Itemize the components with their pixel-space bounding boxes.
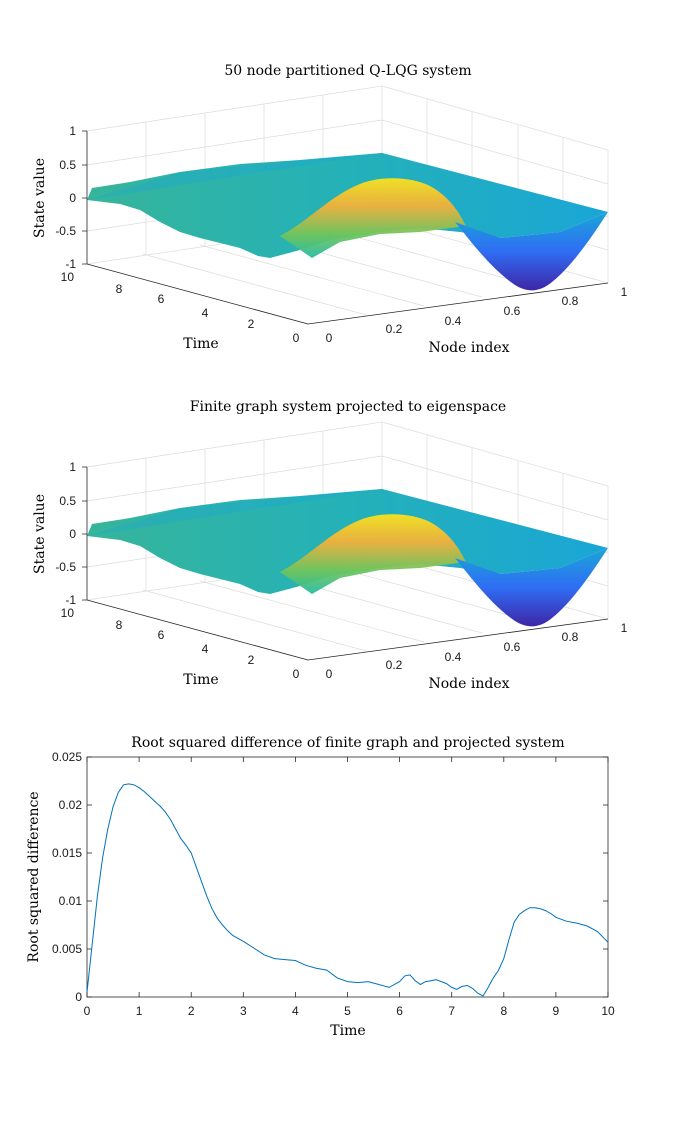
- y-tick: 8: [116, 282, 123, 296]
- x-axis-label: Node index: [428, 676, 509, 692]
- line-plot: Root squared difference of finite graph …: [26, 735, 615, 1039]
- y-tick: 6: [158, 292, 165, 306]
- z-tick: -0.5: [55, 224, 76, 238]
- y-tick: 2: [248, 317, 255, 331]
- y-tick: 0: [293, 667, 300, 681]
- x-tick: 0.6: [504, 640, 521, 654]
- y-tick: 6: [158, 628, 165, 642]
- y-tick: 0: [293, 331, 300, 345]
- z-tick: -1: [65, 257, 76, 271]
- z-tick: 0: [69, 527, 76, 541]
- x-tick-label: 0: [84, 1004, 91, 1018]
- x-tick: 0.8: [562, 630, 579, 644]
- z-tick: 0: [69, 191, 76, 205]
- x-tick-label: 7: [448, 1004, 455, 1018]
- y-tick-label: 0.005: [52, 942, 82, 956]
- chart-title: Finite graph system projected to eigensp…: [190, 399, 506, 415]
- surface: [87, 153, 608, 291]
- y-ticks: 0 0.005 0.01 0.015 0.02 0.025: [52, 750, 608, 1004]
- y-axis-label: Time: [183, 672, 218, 688]
- y-axis-label: Root squared difference: [26, 791, 42, 962]
- z-tick: 1: [69, 124, 76, 138]
- x-axis-label: Node index: [428, 340, 509, 356]
- y-tick-label: 0.01: [59, 894, 83, 908]
- x-tick: 0.4: [445, 314, 462, 328]
- plot-frame: [86, 756, 609, 998]
- x-tick-label: 2: [188, 1004, 195, 1018]
- y-tick: 2: [248, 653, 255, 667]
- x-tick-label: 10: [601, 1004, 615, 1018]
- x-tick: 0.8: [562, 294, 579, 308]
- y-tick-label: 0.02: [59, 798, 83, 812]
- x-ticks: 0 1 2 3 4 5 6 7 8 9 10: [84, 757, 615, 1018]
- y-tick-label: 0: [75, 990, 82, 1004]
- y-tick: 4: [202, 642, 209, 656]
- axes: [82, 130, 609, 325]
- z-axis-label: State value: [32, 158, 48, 238]
- surface-plot-2: Finite graph system projected to eigensp…: [32, 399, 628, 692]
- x-tick: 0: [326, 331, 333, 345]
- x-tick: 0.2: [386, 658, 403, 672]
- chart-title: 50 node partitioned Q-LQG system: [224, 63, 471, 79]
- x-tick: 0: [326, 667, 333, 681]
- x-axis-label: Time: [330, 1023, 365, 1039]
- axes: [82, 466, 609, 661]
- x-tick-label: 8: [500, 1004, 507, 1018]
- x-tick: 0.2: [386, 322, 403, 336]
- x-tick-label: 6: [396, 1004, 403, 1018]
- series-line: [86, 783, 609, 997]
- y-tick: 10: [61, 270, 75, 284]
- x-tick-label: 9: [553, 1004, 560, 1018]
- x-tick-label: 5: [344, 1004, 351, 1018]
- surface: [87, 489, 608, 627]
- y-axis-label: Time: [183, 336, 218, 352]
- y-tick-label: 0.015: [52, 846, 82, 860]
- x-tick: 0.6: [504, 304, 521, 318]
- z-tick: 0.5: [59, 494, 76, 508]
- y-tick: 10: [61, 606, 75, 620]
- x-tick-label: 3: [240, 1004, 247, 1018]
- z-tick: -0.5: [55, 560, 76, 574]
- x-tick-label: 1: [136, 1004, 143, 1018]
- y-tick: 8: [116, 618, 123, 632]
- z-tick: 0.5: [59, 158, 76, 172]
- x-tick: 1: [621, 285, 628, 299]
- x-tick: 1: [621, 621, 628, 635]
- z-tick: 1: [69, 460, 76, 474]
- y-tick-label: 0.025: [52, 750, 82, 764]
- y-tick: 4: [202, 306, 209, 320]
- chart-title: Root squared difference of finite graph …: [131, 735, 564, 751]
- x-tick: 0.4: [445, 650, 462, 664]
- x-tick-label: 4: [292, 1004, 299, 1018]
- z-axis-label: State value: [32, 494, 48, 574]
- z-tick: -1: [65, 593, 76, 607]
- surface-plot-1: 50 node partitioned Q-LQG system: [32, 63, 628, 356]
